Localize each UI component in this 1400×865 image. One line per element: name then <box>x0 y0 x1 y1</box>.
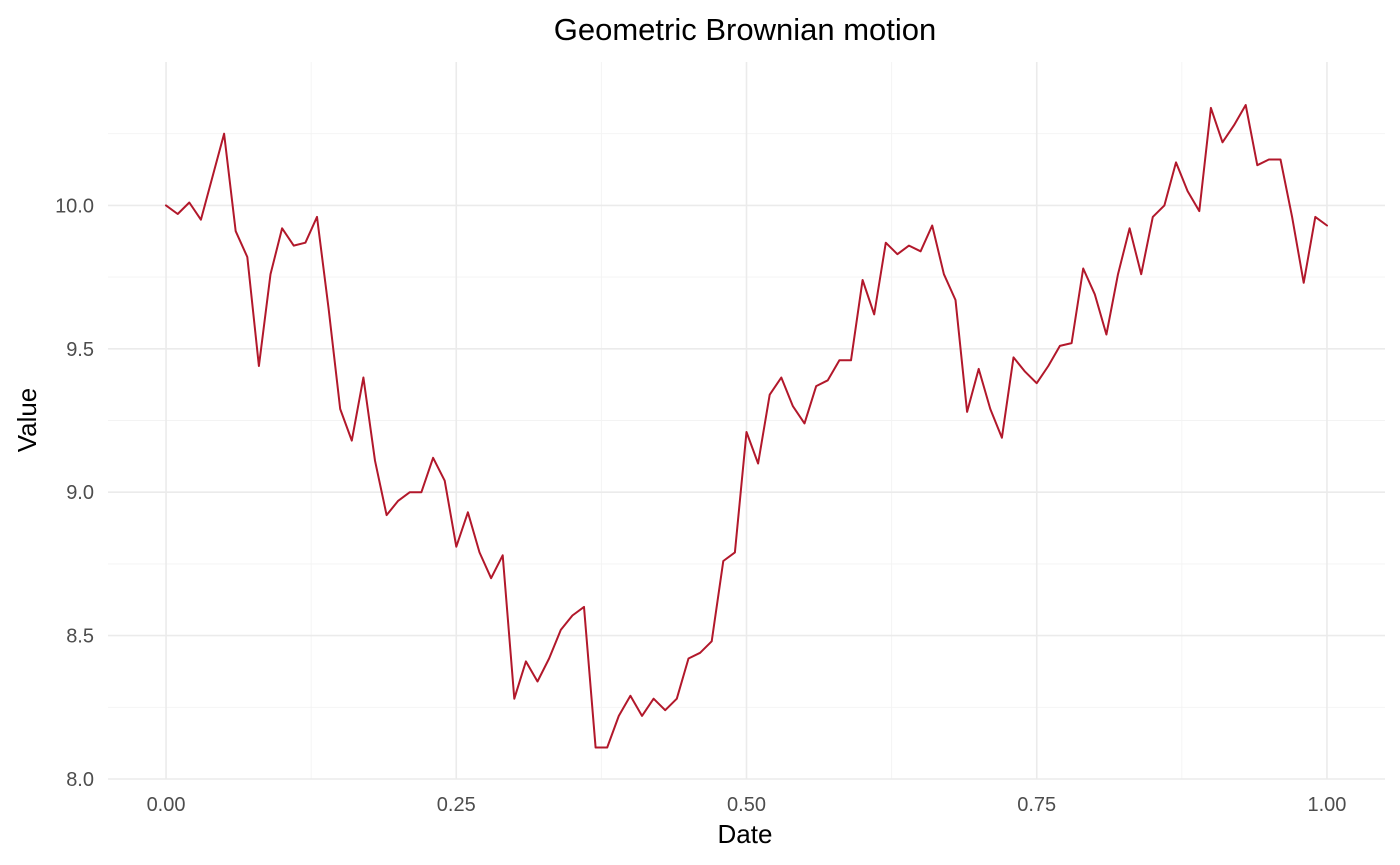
x-tick-label: 0.00 <box>147 794 186 816</box>
x-tick-label: 0.25 <box>437 794 476 816</box>
x-tick-label: 0.50 <box>727 794 766 816</box>
chart-title: Geometric Brownian motion <box>554 12 937 47</box>
x-axis-ticks: 0.00 0.25 0.50 0.75 1.00 <box>147 794 1347 816</box>
y-tick-label: 10.0 <box>55 195 94 217</box>
y-axis-ticks: 8.0 8.5 9.0 9.5 10.0 <box>55 195 94 791</box>
y-tick-label: 9.0 <box>66 482 94 504</box>
series-line <box>165 104 1328 749</box>
x-axis-title: Date <box>718 819 773 849</box>
y-tick-label: 8.5 <box>66 626 94 648</box>
y-tick-label: 8.0 <box>66 769 94 791</box>
x-tick-label: 1.00 <box>1307 794 1346 816</box>
grid <box>108 62 1385 780</box>
series-layer <box>165 104 1328 749</box>
y-axis-title: Value <box>12 388 42 453</box>
x-tick-label: 0.75 <box>1017 794 1056 816</box>
y-tick-label: 9.5 <box>66 339 94 361</box>
